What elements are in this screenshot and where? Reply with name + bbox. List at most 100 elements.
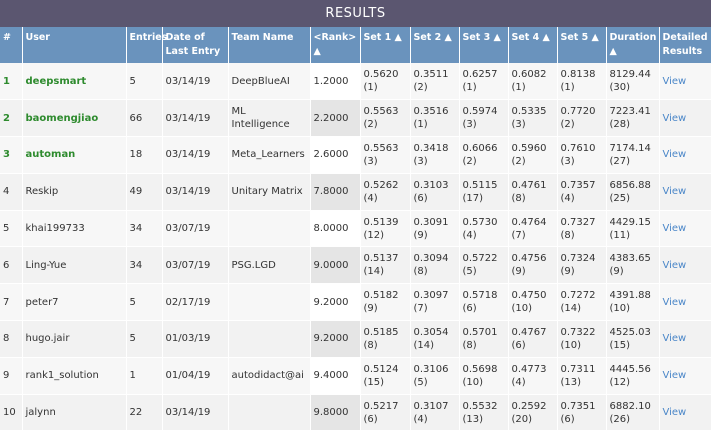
row-set2-value: 0.3516	[413, 106, 449, 118]
row-set4-rank: (7)	[511, 229, 526, 241]
row-set1: 0.5620 (1)	[360, 63, 411, 100]
col-header-set3[interactable]: Set 3 ▲	[459, 27, 509, 63]
row-set2-value: 0.3418	[413, 142, 449, 154]
row-set2: 0.3097 (7)	[410, 283, 460, 321]
row-team	[228, 320, 311, 358]
view-link[interactable]: View	[662, 112, 687, 124]
row-date: 01/03/19	[162, 320, 229, 358]
table-header-row: # User Entries Date of Last Entry Team N…	[0, 27, 711, 63]
row-entries: 5	[126, 320, 163, 358]
row-set5-rank: (8)	[560, 229, 575, 241]
table-row: 4 Reskip 49 03/14/19 Unitary Matrix 7.8000 0.5…	[0, 173, 711, 211]
view-link[interactable]: View	[662, 75, 687, 87]
row-set1-value: 0.5185	[363, 326, 399, 338]
row-team: autodidact@ai	[228, 357, 311, 395]
view-link[interactable]: View	[662, 259, 687, 271]
row-view-link: View	[659, 173, 711, 210]
row-set1: 0.5185 (8)	[360, 320, 411, 358]
row-set2: 0.3091 (9)	[410, 210, 460, 247]
row-set1: 0.5563 (2)	[360, 99, 411, 137]
row-duration: 4525.03 (15)	[606, 320, 660, 358]
view-link[interactable]: View	[662, 370, 687, 382]
row-date: 03/14/19	[162, 99, 229, 137]
row-set1-rank: (14)	[363, 266, 385, 278]
row-set5-value: 0.7324	[560, 253, 596, 265]
row-set2-rank: (6)	[413, 192, 428, 204]
row-entries: 34	[126, 246, 163, 284]
row-set1-value: 0.5262	[363, 179, 399, 191]
row-set3-rank: (3)	[462, 119, 477, 131]
row-date: 03/14/19	[162, 173, 229, 211]
row-set3-value: 0.5115	[462, 179, 498, 191]
row-set5-rank: (10)	[560, 339, 582, 351]
view-link[interactable]: View	[662, 149, 687, 161]
row-set5-rank: (6)	[560, 413, 575, 425]
view-link[interactable]: View	[662, 223, 687, 235]
row-set2: 0.3418 (3)	[410, 136, 460, 174]
row-set4-value: 0.4750	[511, 290, 547, 302]
view-link[interactable]: View	[662, 333, 687, 345]
row-set2-value: 0.3103	[413, 179, 449, 191]
col-header-set5[interactable]: Set 5 ▲	[557, 27, 607, 63]
row-set4: 0.4767 (6)	[508, 320, 558, 358]
row-number: 1	[0, 63, 23, 100]
row-set4-value: 0.4764	[511, 216, 547, 228]
row-set4-rank: (9)	[511, 266, 526, 278]
row-team	[228, 283, 311, 321]
col-header-set2[interactable]: Set 2 ▲	[410, 27, 460, 63]
col-header-duration[interactable]: Duration ▲	[606, 27, 660, 63]
row-set5-rank: (14)	[560, 303, 582, 315]
col-header-date[interactable]: Date of Last Entry	[162, 27, 229, 63]
row-duration-rank: (30)	[609, 82, 631, 94]
row-set3-value: 0.6257	[462, 69, 498, 81]
table-row: 2 baomengjiao 66 03/14/19 ML Intelligence 2.2…	[0, 99, 711, 137]
row-set5-value: 0.7322	[560, 326, 596, 338]
col-header-entries[interactable]: Entries	[126, 27, 167, 63]
row-set2-rank: (8)	[413, 266, 428, 278]
col-header-team[interactable]: Team Name	[228, 27, 311, 63]
row-set4-rank: (1)	[511, 82, 526, 94]
view-link[interactable]: View	[662, 296, 687, 308]
row-set1-value: 0.5563	[363, 142, 399, 154]
row-set3-value: 0.5722	[462, 253, 498, 265]
row-set1-value: 0.5620	[363, 69, 399, 81]
row-duration: 7223.41 (28)	[606, 99, 660, 137]
row-duration: 4445.56 (12)	[606, 357, 660, 395]
row-set3-rank: (17)	[462, 192, 484, 204]
row-set4: 0.6082 (1)	[508, 63, 558, 100]
col-header-user[interactable]: User	[22, 27, 127, 63]
row-set3: 0.5115 (17)	[459, 173, 509, 211]
row-duration-rank: (10)	[609, 303, 631, 315]
row-set2-rank: (3)	[413, 155, 428, 167]
row-user: deepsmart	[22, 63, 127, 100]
row-set5-value: 0.7272	[560, 290, 596, 302]
row-set5: 0.7357 (4)	[557, 173, 607, 211]
row-duration-rank: (25)	[609, 192, 631, 204]
row-duration: 4383.65 (9)	[606, 246, 660, 284]
row-set3: 0.5974 (3)	[459, 99, 509, 137]
row-duration-value: 8129.44	[609, 69, 651, 81]
row-set4-value: 0.4767	[511, 326, 547, 338]
col-header-set4[interactable]: Set 4 ▲	[508, 27, 558, 63]
row-set2-value: 0.3097	[413, 290, 449, 302]
view-link[interactable]: View	[662, 407, 687, 419]
row-number: 8	[0, 320, 23, 358]
row-set1-rank: (9)	[363, 303, 378, 315]
table-row: 9 rank1_solution 1 01/04/19 autodidact@ai 9.4…	[0, 357, 711, 395]
row-view-link: View	[659, 284, 711, 321]
row-view-link: View	[659, 63, 711, 100]
row-set3-rank: (8)	[462, 339, 477, 351]
row-duration-rank: (9)	[609, 266, 624, 278]
row-entries: 1	[126, 357, 163, 395]
col-header-set1[interactable]: Set 1 ▲	[360, 27, 411, 63]
row-rank: 2.6000	[310, 136, 361, 174]
row-entries: 66	[126, 99, 163, 137]
row-set3-rank: (10)	[462, 376, 484, 388]
row-set5-rank: (3)	[560, 155, 575, 167]
row-rank: 7.8000	[310, 173, 361, 211]
row-duration-rank: (27)	[609, 155, 631, 167]
col-header-rank[interactable]: <Rank> ▲	[310, 27, 361, 63]
row-set5-value: 0.7351	[560, 400, 596, 412]
view-link[interactable]: View	[662, 186, 687, 198]
row-set2-rank: (1)	[413, 119, 428, 131]
